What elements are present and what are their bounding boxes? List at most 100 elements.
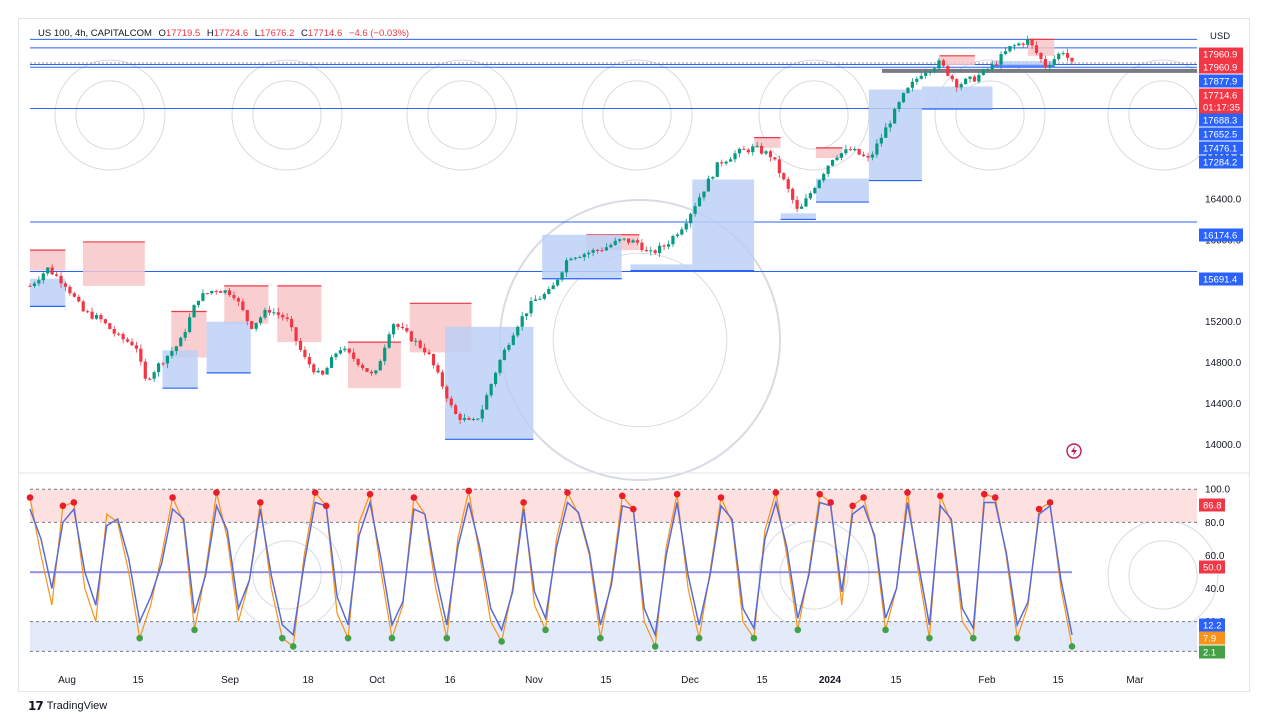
- candle-body: [205, 293, 209, 295]
- main-pane[interactable]: [28, 0, 1197, 440]
- overbought-zone: [30, 489, 1197, 523]
- candle-body: [786, 179, 790, 189]
- x-tick-label: Nov: [525, 675, 543, 686]
- overbought-dot: [904, 489, 911, 496]
- candle-body: [777, 159, 781, 174]
- overbought-dot: [618, 492, 626, 500]
- x-tick-label: Aug: [58, 675, 76, 686]
- candle-body: [622, 238, 626, 240]
- overbought-dot: [816, 490, 824, 498]
- oversold-dot: [597, 634, 604, 642]
- candle-body: [418, 340, 422, 348]
- candle-body: [196, 300, 201, 306]
- candle-body: [458, 414, 462, 420]
- chart-frame: [18, 18, 1250, 692]
- support-zone: [921, 86, 993, 109]
- candle-body: [866, 156, 870, 158]
- resistance-zone: [939, 55, 975, 65]
- candle-body: [609, 244, 613, 248]
- resistance-zone: [82, 241, 145, 286]
- osc-label-box: [1199, 498, 1225, 512]
- candle-body: [941, 60, 946, 66]
- candle-body: [649, 250, 653, 252]
- candle-body: [604, 247, 609, 251]
- candle-body: [884, 127, 888, 138]
- x-tick-label: 15: [132, 675, 144, 686]
- candle-body: [1048, 65, 1052, 68]
- osc-label-text: 2.1: [1203, 648, 1216, 659]
- candle-body: [440, 372, 444, 387]
- candle-body: [791, 188, 795, 200]
- price-label-box: [1199, 113, 1243, 127]
- support-zone: [992, 60, 1055, 67]
- support-zone: [692, 179, 755, 271]
- price-label-text: 17688.3: [1203, 116, 1237, 127]
- candle-body: [1034, 45, 1039, 53]
- osc-label-box: [1199, 631, 1225, 645]
- candle-body: [533, 299, 538, 302]
- candle-body: [538, 298, 542, 300]
- candle-body: [995, 64, 999, 66]
- low-label: L: [254, 28, 261, 39]
- overbought-dot: [322, 502, 330, 510]
- candle-body: [343, 348, 347, 351]
- candle-body: [281, 314, 285, 318]
- candle-body: [285, 317, 289, 319]
- axes: 16800.016400.016000.015600.015200.014800…: [18, 154, 1250, 686]
- close-value: 17714.6: [307, 28, 343, 39]
- candle-body: [232, 295, 236, 299]
- candle-body: [560, 272, 564, 280]
- candle-body: [569, 258, 573, 261]
- oversold-zone: [30, 621, 1197, 652]
- candle-body: [525, 313, 529, 317]
- symbol-title[interactable]: US 100, 4h, CAPITALCOM: [38, 28, 152, 39]
- candle-body: [968, 76, 972, 79]
- change-value: −4.6 (−0.03%): [348, 28, 410, 39]
- candle-body: [600, 250, 604, 252]
- candle-body: [462, 418, 467, 420]
- candle-body: [161, 363, 165, 365]
- candle-body: [684, 223, 688, 230]
- candle-body: [910, 81, 914, 88]
- candle-body: [813, 187, 817, 194]
- candle-body: [77, 296, 81, 302]
- price-label-box: [1199, 155, 1243, 169]
- alert-icon[interactable]: [1066, 443, 1082, 459]
- candle-body: [653, 250, 657, 254]
- candle-body: [46, 267, 50, 274]
- footer-brand[interactable]: 𝟭𝟳 TradingView: [28, 699, 107, 713]
- candle-body: [520, 316, 524, 327]
- candle-body: [1057, 53, 1061, 60]
- candle-body: [41, 273, 45, 281]
- overbought-dot: [169, 494, 176, 501]
- candle-body: [711, 176, 715, 179]
- y-tick-label: 14800.0: [1205, 358, 1242, 369]
- candle-body: [986, 69, 990, 71]
- high-value: 17724.6: [213, 28, 249, 39]
- candle-body: [728, 159, 733, 162]
- overbought-dot: [1035, 505, 1043, 513]
- candle-body: [1030, 39, 1034, 46]
- overbought-dot: [849, 502, 856, 510]
- candle-body: [875, 143, 879, 155]
- candle-body: [396, 324, 400, 327]
- price-label-text: 17652.5: [1203, 130, 1237, 141]
- candle-body: [591, 249, 595, 253]
- oversold-dot: [1068, 643, 1076, 650]
- oscillator-pane[interactable]: [26, 487, 1197, 652]
- osc-y-tick-label: 80.0: [1205, 518, 1225, 529]
- price-label-text: 17476.1: [1203, 144, 1237, 155]
- candle-body: [671, 236, 675, 245]
- currency-label[interactable]: USD: [1210, 31, 1231, 42]
- candle-body: [471, 419, 476, 421]
- candle-body: [72, 293, 76, 297]
- candle-body: [454, 405, 458, 415]
- y-tick-label: 14000.0: [1205, 440, 1242, 451]
- candle-body: [626, 238, 631, 243]
- candle-body: [338, 350, 342, 354]
- resistance-zone: [347, 342, 401, 389]
- candle-body: [192, 305, 196, 318]
- candle-body: [143, 361, 147, 379]
- candle-body: [1012, 45, 1016, 47]
